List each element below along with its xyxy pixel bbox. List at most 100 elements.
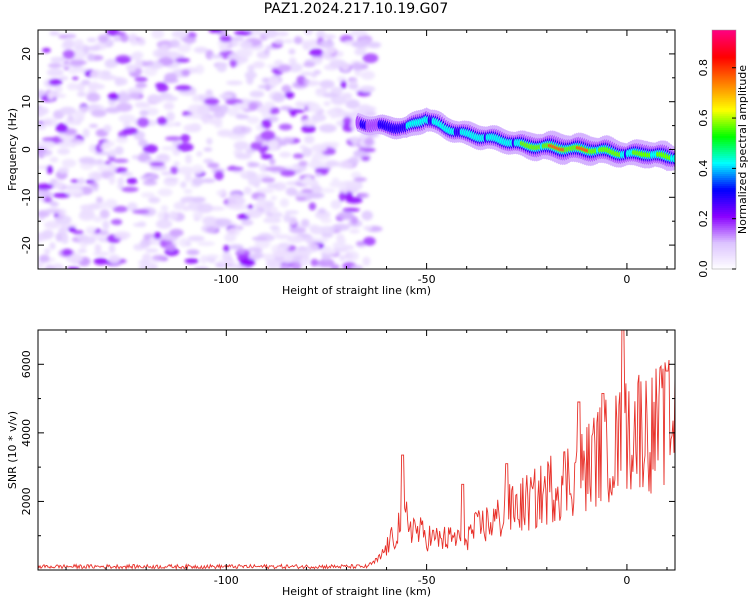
colorbar-step [712,203,736,206]
noise-blob [310,258,319,267]
colorbar-step [712,251,736,254]
noise-blob [92,172,102,182]
noise-blob [303,78,310,84]
noise-blob [218,44,229,52]
noise-blob [169,39,181,48]
noise-blob [266,64,281,69]
colorbar-step [712,95,736,99]
noise-blob [226,80,243,86]
colorbar-step [712,171,736,174]
noise-blob [156,153,171,164]
noise-blob [247,64,255,73]
noise-blob [301,188,314,193]
noise-blob [247,204,254,210]
noise-blob [88,123,99,128]
noise-blob [268,107,280,115]
colorbar-step [712,85,736,89]
noise-blob [256,188,275,194]
noise-blob [38,106,49,116]
noise-blob [134,101,147,109]
chart-title: PAZ1.2024.217.10.19.G07 [263,1,449,17]
colorbar-step [712,81,736,85]
colorbar-step [712,99,736,103]
colorbar-tick-label: 0.4 [697,160,710,178]
noise-blob [287,235,304,244]
noise-blob [303,30,314,36]
noise-blob [274,59,283,66]
noise-blob [218,93,234,99]
colorbar-step [712,241,736,244]
colorbar-step [712,151,736,155]
noise-blob [298,160,308,167]
noise-blob [197,203,214,214]
noise-blob [201,178,216,183]
noise-blob [205,226,217,234]
noise-blob [177,44,191,53]
noise-blob [207,162,220,169]
noise-blob [192,94,201,103]
noise-blob [228,133,246,140]
noise-blob [341,92,353,100]
noise-blob [363,225,373,231]
colorbar-step [712,161,736,165]
colorbar-step [712,253,736,256]
noise-blob [40,141,56,149]
noise-blob [293,36,303,45]
noise-blob [177,166,195,175]
noise-blob [59,76,69,81]
colorbar-step [712,197,736,200]
noise-blob [85,226,97,233]
colorbar-step [712,51,736,55]
colorbar-step [712,127,736,131]
colorbar-step [712,30,736,33]
noise-blob [307,102,321,113]
noise-blob [114,231,131,240]
noise-blob [257,173,271,178]
noise-blob [120,172,134,177]
noise-blob [355,240,366,247]
colorbar-step [712,215,736,218]
noise-blob [314,167,330,173]
noise-blob [60,225,68,231]
noise-blob [315,30,326,39]
noise-blob [312,185,323,194]
noise-blob [157,211,165,220]
noise-blob [137,38,146,46]
noise-blob [172,148,181,156]
noise-blob [362,53,379,63]
noise-blob [148,196,161,204]
noise-blob [82,208,95,218]
noise-blob [164,177,179,182]
colorbar-step [712,185,736,188]
noise-blob [331,141,338,151]
noise-blob [272,250,288,258]
colorbar-step [712,231,736,234]
noise-blob [329,109,337,119]
colorbar-tick-label: 0.0 [697,260,710,278]
noise-blob [197,241,215,247]
noise-blob [323,34,337,39]
noise-blob [134,59,143,70]
bottom-plot-frame [37,329,676,571]
noise-blob [157,188,173,197]
noise-blob [73,45,86,50]
noise-blob [352,62,362,71]
noise-blob [48,63,62,69]
noise-blob [329,59,347,69]
noise-blob [320,217,332,224]
noise-blob [112,205,128,213]
noise-blob [136,117,150,128]
noise-blob [309,48,324,57]
noise-blob [161,146,177,151]
snr-line [38,330,675,570]
noise-blob [73,109,86,119]
noise-blob [166,111,175,122]
bottom-y-axis-title: SNR (10 * v/v) [6,411,19,489]
noise-blob [44,248,51,255]
noise-blob [99,201,108,209]
noise-blob [114,146,124,156]
noise-blob [71,76,79,81]
colorbar-step [712,199,736,202]
noise-blob [150,165,167,171]
noise-blob [41,229,54,240]
